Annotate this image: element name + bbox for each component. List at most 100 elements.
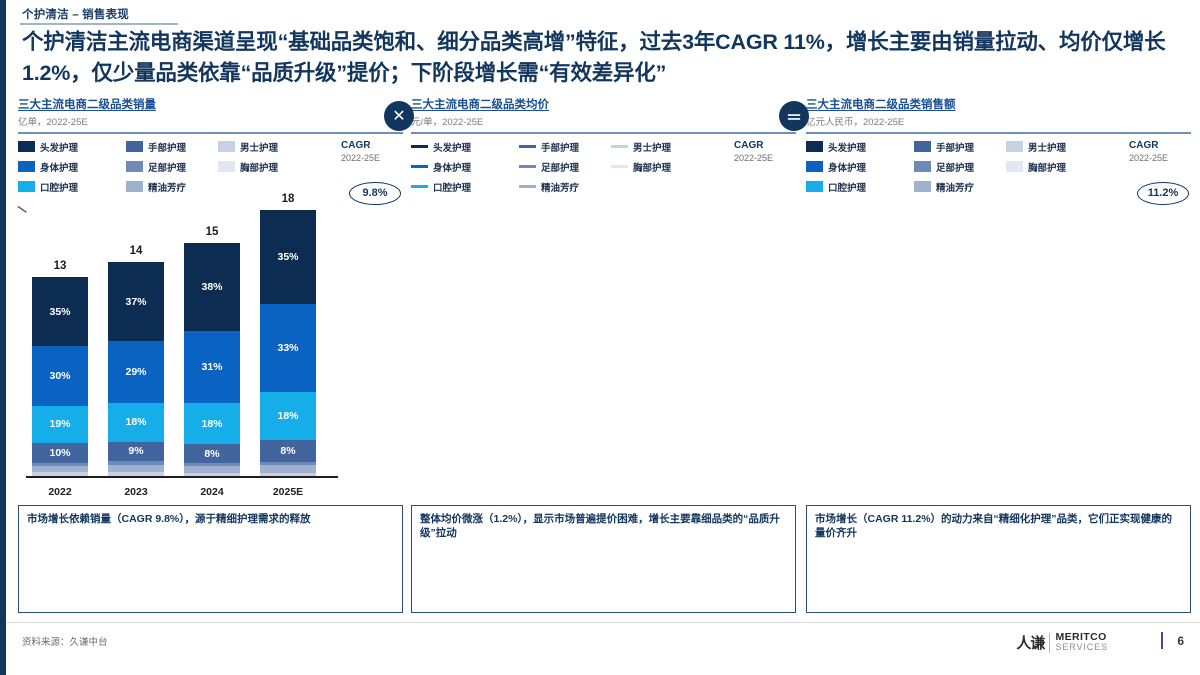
bar-segment-men[interactable] [32,471,88,476]
legend-swatch-foot [519,165,536,168]
bar-segment-label: 37% [125,295,147,308]
bar-segment-body[interactable]: 30% [32,346,88,406]
legend-item-chest[interactable]: 胸部护理 [611,160,671,174]
bar-segment-oil[interactable] [260,464,316,473]
bar-segment-body[interactable]: 33% [260,303,316,393]
legend-swatch-hair [18,141,35,152]
legend-label-men: 男士护理 [633,142,672,154]
bar-segment-hair[interactable]: 35% [32,276,88,347]
bar-segment-oral[interactable]: 19% [32,405,88,444]
bar-segment-oil[interactable] [32,466,88,472]
bar-segment-foot[interactable] [32,463,88,467]
bar-label-leader-line [17,205,27,213]
kicker-underline [20,23,178,25]
bar-segment-foot[interactable] [184,462,240,466]
bar-segment-label: 18% [201,417,223,430]
cagr-header-period: 2022-25E [734,152,774,163]
bar-segment-oral[interactable]: 18% [108,403,164,442]
legend-item-hair[interactable]: 头发护理 [411,140,471,154]
legend-swatch-men [611,145,628,148]
legend-label-body: 身体护理 [828,162,867,174]
legend-item-oil[interactable]: 精油芳疗 [126,180,186,194]
legend-item-body[interactable]: 身体护理 [806,160,866,174]
cagr-header-title: CAGR [734,139,764,151]
legend-item-oral[interactable]: 口腔护理 [411,180,471,194]
bar-segment-label: 8% [204,447,220,460]
legend-item-chest[interactable]: 胸部护理 [218,160,278,174]
legend-item-hand[interactable]: 手部护理 [914,140,974,154]
page-number: 6 [1177,633,1184,648]
bar-segment-hair[interactable]: 35% [260,209,316,304]
bar-column-2025E[interactable]: 35% 33% 18% 8% 18 [260,193,316,476]
panel-volume-divider [18,132,403,134]
cagr-header-period: 2022-25E [341,152,381,163]
bar-segment-hand[interactable]: 9% [108,441,164,461]
legend-label-men: 男士护理 [240,142,279,154]
legend-item-men[interactable]: 男士护理 [1006,140,1066,154]
legend-item-oil[interactable]: 精油芳疗 [519,180,579,194]
legend-swatch-chest [611,165,628,168]
bar-segment-men[interactable] [108,471,164,476]
bar-segment-hand[interactable]: 10% [32,443,88,464]
legend-item-hair[interactable]: 头发护理 [806,140,866,154]
legend-label-chest: 胸部护理 [633,162,672,174]
legend-label-oral: 口腔护理 [40,182,79,194]
legend-item-body[interactable]: 身体护理 [411,160,471,174]
cagr-header-title: CAGR [1129,139,1159,151]
bar-segment-label: 30% [49,369,71,382]
legend-item-hand[interactable]: 手部护理 [126,140,186,154]
legend-item-oral[interactable]: 口腔护理 [18,180,78,194]
bar-segment-hair[interactable]: 37% [108,261,164,342]
legend-item-chest[interactable]: 胸部护理 [1006,160,1066,174]
insight-box-volume: 市场增长依赖销量（CAGR 9.8%），源于精细护理需求的释放 [18,505,403,613]
legend-label-men: 男士护理 [1028,142,1067,154]
legend-item-men[interactable]: 男士护理 [611,140,671,154]
legend-item-oil[interactable]: 精油芳疗 [914,180,974,194]
bar-segment-body[interactable]: 29% [108,341,164,404]
legend-swatch-men [218,141,235,152]
bar-segment-oil[interactable] [184,465,240,473]
bar-segment-hair[interactable]: 38% [184,242,240,331]
legend-label-hand: 手部护理 [541,142,580,154]
legend-swatch-oral [18,181,35,192]
bar-segment-oral[interactable]: 18% [184,402,240,445]
bar-column-2023[interactable]: 37% 29% 18% 9% 14 [108,245,164,476]
bar-column-2024[interactable]: 38% 31% 18% 8% 15 [184,226,240,476]
legend-swatch-hand [519,145,536,148]
bar-segment-hand[interactable]: 8% [184,444,240,463]
bar-segment-body[interactable]: 31% [184,330,240,403]
bar-segment-oral[interactable]: 18% [260,392,316,441]
bar-total-label: 18 [281,192,295,205]
legend-swatch-chest [1006,161,1023,172]
bar-segment-men[interactable] [184,472,240,476]
bar-segment-foot[interactable] [260,461,316,465]
bar-column-2022[interactable]: 35% 30% 19% 10% 13 [32,260,88,476]
x-axis-label-2024: 2024 [200,485,224,498]
bar-segment-foot[interactable] [108,460,164,466]
legend-item-hair[interactable]: 头发护理 [18,140,78,154]
legend-item-hand[interactable]: 手部护理 [519,140,579,154]
legend-swatch-foot [126,161,143,172]
legend-item-foot[interactable]: 足部护理 [126,160,186,174]
legend-label-body: 身体护理 [433,162,472,174]
insight-volume-heading: 市场增长依赖销量（CAGR 9.8%），源于精细护理需求的释放 [27,513,311,525]
panel-gmv-unit: 亿元人民币，2022-25E [806,117,905,128]
insight-gmv-heading: 市场增长（CAGR 11.2%）的动力来自“精细化护理”品类，它们正实现健康的量… [815,513,1173,540]
legend-label-oral: 口腔护理 [828,182,867,194]
legend-item-foot[interactable]: 足部护理 [519,160,579,174]
panel-volume-unit: 亿单，2022-25E [18,117,88,128]
legend-item-men[interactable]: 男士护理 [218,140,278,154]
legend-swatch-men [1006,141,1023,152]
legend-item-body[interactable]: 身体护理 [18,160,78,174]
bar-total-label: 14 [129,244,143,257]
legend-swatch-oil [126,181,143,192]
bar-segment-men[interactable] [260,472,316,476]
bar-segment-hand[interactable]: 8% [260,440,316,462]
cagr-header: CAGR 2022-25E [734,140,796,163]
legend-label-oil: 精油芳疗 [541,182,580,194]
legend-item-oral[interactable]: 口腔护理 [806,180,866,194]
bar-segment-oil[interactable] [108,465,164,472]
legend-item-foot[interactable]: 足部护理 [914,160,974,174]
insight-box-price: 整体均价微涨（1.2%），显示市场普遍提价困难，增长主要靠细品类的“品质升级”拉… [411,505,796,613]
